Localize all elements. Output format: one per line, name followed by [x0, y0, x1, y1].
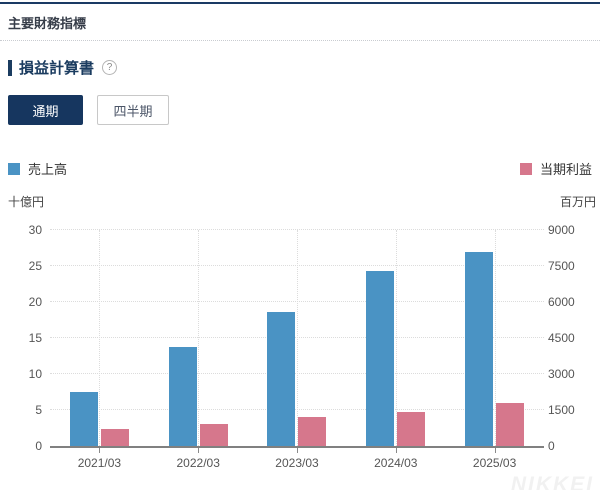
- bar-profit[interactable]: [397, 411, 426, 446]
- y-axis-label-right: 6000: [548, 295, 575, 310]
- gridline-vertical: [99, 230, 101, 446]
- y-axis-label-right: 7500: [548, 259, 575, 273]
- x-axis-tick: [99, 448, 101, 453]
- x-axis-labels: 2021/03 2022/03 2023/03 2024/03 2025/03: [50, 456, 544, 470]
- tab-quarterly[interactable]: 四半期: [97, 95, 169, 125]
- legend-item-sales: 売上高: [8, 159, 67, 178]
- bar-profit[interactable]: [199, 423, 228, 446]
- gridline-horizontal: [50, 229, 544, 230]
- section-title: 損益計算書: [19, 60, 95, 77]
- y-axis-label-left: 10: [28, 367, 42, 382]
- x-axis-tick: [395, 448, 397, 453]
- y-axis-label-right: 0: [548, 439, 555, 453]
- y-axis-label-left: 0: [35, 439, 42, 453]
- section-header: 損益計算書 ?: [8, 57, 592, 78]
- legend-sales-label: 売上高: [28, 162, 68, 177]
- bar-groups: [50, 230, 544, 453]
- y-axis-label-right: 1500: [548, 403, 575, 418]
- help-icon[interactable]: ?: [102, 60, 118, 75]
- gridline-vertical: [395, 230, 397, 446]
- left-axis-unit: 十億円: [8, 195, 45, 209]
- period-tabs: 通期 四半期: [8, 95, 592, 125]
- chart-area: 0 0 5 1500 10 3000 15 4500 20 6000 25 7500 30 9000: [29, 224, 575, 453]
- section-accent-bar: [8, 59, 12, 76]
- bar-group: [346, 230, 445, 453]
- dotted-separator: [0, 40, 600, 41]
- x-axis-label: 2021/03: [77, 456, 122, 470]
- x-axis-label: 2025/03: [472, 456, 517, 470]
- sales-swatch-icon: [8, 162, 20, 175]
- x-axis-label: 2022/03: [176, 456, 220, 470]
- bar-profit[interactable]: [496, 403, 525, 446]
- y-axis-label-left: 20: [28, 295, 42, 310]
- chart-legend: 売上高 当期利益: [8, 159, 592, 178]
- legend-profit-label: 当期利益: [539, 162, 592, 177]
- nikkei-watermark: NIKKEI: [510, 473, 594, 490]
- bar-sales[interactable]: [465, 252, 494, 446]
- y-axis-label-right: 3000: [548, 367, 575, 382]
- profit-swatch-icon: [519, 162, 532, 175]
- bar-group: [445, 230, 544, 453]
- gridline-vertical: [494, 230, 496, 446]
- bar-group: [50, 230, 149, 453]
- bar-group: [149, 230, 248, 453]
- y-axis-label-left: 30: [28, 223, 42, 237]
- bar-profit[interactable]: [298, 417, 327, 446]
- y-axis-label-right: 4500: [548, 331, 575, 345]
- x-axis-label: 2024/03: [374, 456, 418, 470]
- top-accent-line: [0, 2, 600, 4]
- gridline-vertical: [198, 230, 200, 446]
- x-axis-label: 2023/03: [275, 456, 319, 470]
- x-axis-tick: [198, 448, 200, 453]
- page-title: 主要財務指標: [8, 16, 87, 31]
- bar-group: [248, 230, 347, 453]
- axis-units-row: 十億円 百万円: [8, 193, 596, 210]
- x-axis-tick: [296, 448, 298, 453]
- y-axis-label-left: 5: [35, 403, 42, 418]
- y-axis-label-right: 9000: [548, 223, 575, 237]
- y-axis-label-left: 25: [28, 259, 42, 273]
- y-axis-label-left: 15: [28, 331, 42, 345]
- legend-item-profit: 当期利益: [519, 159, 592, 178]
- bar-sales[interactable]: [366, 271, 395, 446]
- bar-sales[interactable]: [267, 312, 296, 446]
- right-axis-unit: 百万円: [559, 195, 596, 209]
- bar-sales[interactable]: [168, 347, 197, 446]
- gridline-vertical: [297, 230, 298, 446]
- bar-profit[interactable]: [100, 429, 129, 446]
- plot-area: 0 0 5 1500 10 3000 15 4500 20 6000 25 7500 30 9000: [29, 224, 575, 453]
- x-axis-tick: [494, 448, 496, 453]
- tab-full-year[interactable]: 通期: [8, 95, 83, 125]
- bar-sales[interactable]: [69, 392, 98, 446]
